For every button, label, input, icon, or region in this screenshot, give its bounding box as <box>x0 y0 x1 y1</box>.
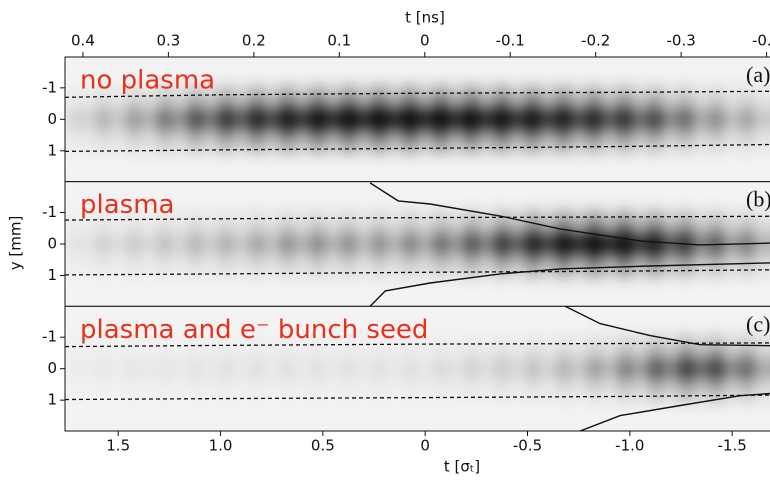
solid-contour <box>579 392 770 432</box>
y-tick-label: 0 <box>47 235 57 253</box>
panel-title: plasma <box>80 190 174 220</box>
dashed-contour <box>65 342 770 348</box>
x2-tick-label: 0.3 <box>156 32 180 50</box>
dashed-contour <box>65 215 770 221</box>
y-tick-label: -1 <box>42 203 57 221</box>
x-axis-title: t [σₜ] <box>444 458 480 476</box>
panel-title: plasma and e⁻ bunch seed <box>80 315 428 345</box>
panel-image <box>65 182 770 307</box>
panel-image <box>65 78 770 161</box>
panel-label: (a) <box>746 62 770 87</box>
x2-tick-label: 0.2 <box>242 32 266 50</box>
x-tick-label: 1.0 <box>209 437 233 455</box>
x-tick-label: 1.5 <box>106 437 130 455</box>
x2-tick-label: 0.4 <box>71 32 95 50</box>
x-tick-label: -1.0 <box>615 437 644 455</box>
panel-image <box>65 306 770 432</box>
x-tick-label: -0.5 <box>513 437 542 455</box>
y-axis-title: y [mm] <box>7 216 25 271</box>
y-tick-label: 0 <box>47 359 57 377</box>
x2-tick-label: 0 <box>420 32 430 50</box>
y-tick-label: 0 <box>47 110 57 128</box>
x2-tick-label: 0.1 <box>327 32 351 50</box>
panel-label: (b) <box>746 187 770 212</box>
x-tick-label: 0 <box>420 437 430 455</box>
solid-contour <box>369 262 770 307</box>
panel-label: (c) <box>746 311 770 336</box>
solid-contour <box>369 182 770 246</box>
beam-column <box>741 327 770 410</box>
dashed-contour <box>65 269 770 276</box>
y-tick-label: -1 <box>42 328 57 346</box>
dashed-contour <box>65 394 770 401</box>
x2-tick-label: -0.1 <box>496 32 525 50</box>
dashed-contour <box>65 90 770 98</box>
y-tick-label: -1 <box>42 78 57 96</box>
x-tick-label: 0.5 <box>311 437 335 455</box>
y-tick-label: 1 <box>47 391 57 409</box>
panel-frame <box>64 305 770 432</box>
x-tick-label: -1.5 <box>718 437 747 455</box>
x2-axis-title: t [ns] <box>405 9 445 27</box>
y-tick-label: 1 <box>47 141 57 159</box>
y-tick-label: 1 <box>47 266 57 284</box>
x2-tick-label: -0.4 <box>752 32 770 50</box>
dashed-contour <box>65 143 770 153</box>
panel-title: no plasma <box>80 66 215 96</box>
x2-tick-label: -0.3 <box>666 32 695 50</box>
solid-contour <box>564 306 770 347</box>
x2-tick-label: -0.2 <box>581 32 610 50</box>
